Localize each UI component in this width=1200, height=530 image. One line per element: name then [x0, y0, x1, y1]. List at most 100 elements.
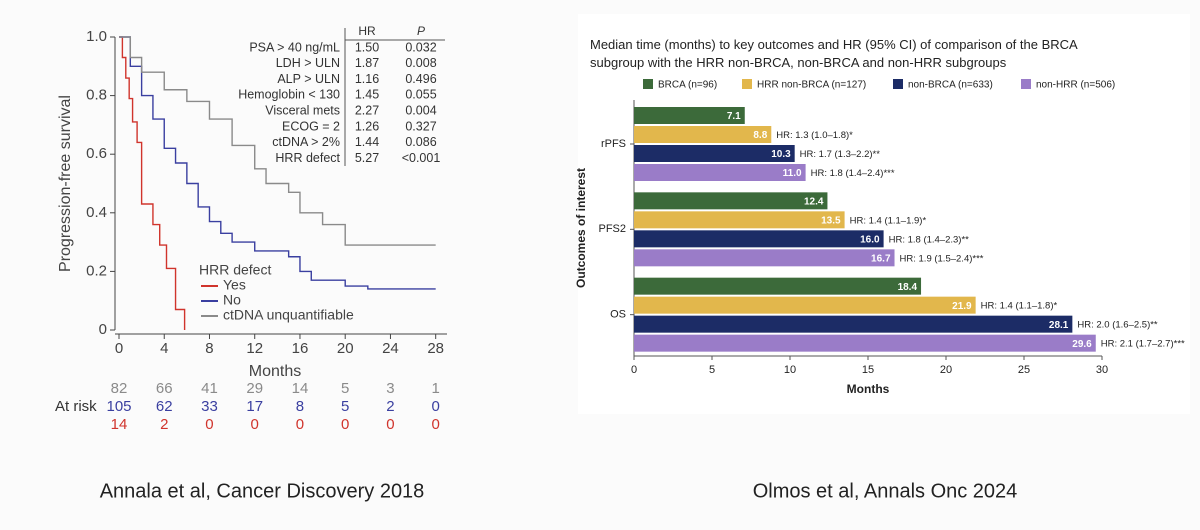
- x-tick-label: 24: [382, 340, 399, 357]
- table-header: P: [417, 24, 425, 38]
- at-risk-count: 0: [296, 416, 304, 433]
- at-risk-count: 82: [111, 380, 128, 397]
- value-label: 29.6: [1072, 339, 1092, 350]
- at-risk-count: 3: [386, 380, 394, 397]
- table-row-label: ECOG = 2: [282, 119, 340, 133]
- bar: [634, 296, 976, 314]
- x-tick-label: 30: [1096, 364, 1108, 376]
- chart-title: Median time (months) to key outcomes and…: [590, 37, 1077, 70]
- bar: [634, 249, 895, 267]
- value-label: 16.7: [871, 253, 891, 264]
- y-tick-label: 0.2: [86, 262, 107, 279]
- legend-label: Yes: [223, 277, 246, 293]
- legend-swatch: [893, 79, 903, 89]
- bar: [634, 107, 745, 124]
- hr-annotation: HR: 1.4 (1.1–1.9)*: [850, 215, 927, 226]
- legend-label: ctDNA unquantifiable: [223, 307, 354, 323]
- table-p: 0.032: [405, 40, 436, 54]
- at-risk-count: 2: [386, 398, 394, 415]
- survival-curve: [119, 36, 436, 290]
- bar: [634, 230, 884, 248]
- bar: [634, 145, 795, 162]
- at-risk-count: 0: [386, 416, 394, 433]
- at-risk-count: 8: [296, 398, 304, 415]
- table-row-label: LDH > ULN: [276, 56, 340, 70]
- y-tick-label: 0.4: [86, 204, 107, 221]
- value-label: 8.8: [753, 130, 767, 141]
- legend-title: HRR defect: [199, 262, 271, 278]
- table-row-label: ctDNA > 2%: [272, 135, 340, 149]
- at-risk-count: 0: [432, 416, 440, 433]
- at-risk-count: 41: [201, 380, 218, 397]
- hr-annotation: HR: 1.4 (1.1–1.8)*: [981, 301, 1058, 312]
- bar: [634, 192, 828, 210]
- table-p: <0.001: [402, 151, 441, 165]
- hr-annotation: HR: 2.0 (1.6–2.5)**: [1077, 320, 1158, 331]
- y-tick-label: rPFS: [601, 138, 626, 150]
- y-tick-label: 0.8: [86, 87, 107, 104]
- caption: Annala et al, Cancer Discovery 2018: [100, 480, 425, 502]
- value-label: 16.0: [860, 234, 880, 245]
- table-hr: 1.16: [355, 72, 379, 86]
- legend-swatch: [742, 79, 752, 89]
- x-tick-label: 20: [337, 340, 354, 357]
- caption: Olmos et al, Annals Onc 2024: [753, 480, 1018, 502]
- x-tick-label: 8: [205, 340, 213, 357]
- at-risk-count: 0: [205, 416, 213, 433]
- bar: [634, 334, 1096, 352]
- table-hr: 1.87: [355, 56, 379, 70]
- table-p: 0.496: [405, 72, 436, 86]
- y-tick-label: 0.6: [86, 145, 107, 162]
- table-p: 0.327: [405, 119, 436, 133]
- y-tick-label: 0: [99, 321, 107, 338]
- legend-label: BRCA (n=96): [658, 80, 717, 91]
- table-hr: 1.26: [355, 119, 379, 133]
- hr-annotation: HR: 2.1 (1.7–2.7)***: [1101, 339, 1185, 350]
- bar: [634, 211, 845, 229]
- y-tick-label: PFS2: [598, 223, 626, 235]
- at-risk-count: 0: [432, 398, 440, 415]
- table-hr: 1.50: [355, 40, 379, 54]
- table-header: HR: [358, 24, 376, 38]
- hr-annotation: HR: 1.9 (1.5–2.4)***: [900, 253, 984, 264]
- at-risk-count: 5: [341, 398, 349, 415]
- y-tick-label: OS: [610, 309, 626, 321]
- table-p: 0.086: [405, 135, 436, 149]
- legend-label: non-BRCA (n=633): [908, 80, 993, 91]
- table-row-label: Hemoglobin < 130: [238, 88, 340, 102]
- bar: [634, 277, 922, 295]
- y-axis-label: Progression-free survival: [57, 95, 74, 272]
- bar: [634, 315, 1073, 333]
- at-risk-count: 66: [156, 380, 173, 397]
- at-risk-count: 33: [201, 398, 218, 415]
- value-label: 21.9: [952, 301, 972, 312]
- x-tick-label: 16: [292, 340, 309, 357]
- table-row-label: Visceral mets: [265, 103, 340, 117]
- hr-annotation: HR: 1.8 (1.4–2.4)***: [811, 168, 895, 179]
- survival-curve: [119, 36, 186, 330]
- x-tick-label: 0: [115, 340, 123, 357]
- table-hr: 1.44: [355, 135, 379, 149]
- table-hr: 1.45: [355, 88, 379, 102]
- hr-annotation: HR: 1.7 (1.3–2.2)**: [800, 149, 881, 160]
- value-label: 28.1: [1049, 320, 1069, 331]
- y-tick-label: 1.0: [86, 28, 107, 45]
- at-risk-count: 2: [160, 416, 168, 433]
- table-p: 0.008: [405, 56, 436, 70]
- at-risk-count: 0: [251, 416, 259, 433]
- legend-label: No: [223, 292, 241, 308]
- legend-label: non-HRR (n=506): [1036, 80, 1115, 91]
- table-row-label: ALP > ULN: [277, 72, 340, 86]
- legend-label: HRR non-BRCA (n=127): [757, 80, 866, 91]
- hr-annotation: HR: 1.3 (1.0–1.8)*: [776, 130, 853, 141]
- at-risk-count: 0: [341, 416, 349, 433]
- at-risk-count: 14: [111, 416, 128, 433]
- legend-swatch: [1021, 79, 1031, 89]
- x-tick-label: 10: [784, 364, 796, 376]
- x-tick-label: 20: [940, 364, 952, 376]
- x-tick-label: 25: [1018, 364, 1030, 376]
- bar: [634, 164, 806, 181]
- value-label: 12.4: [804, 196, 824, 207]
- at-risk-count: 105: [106, 398, 131, 415]
